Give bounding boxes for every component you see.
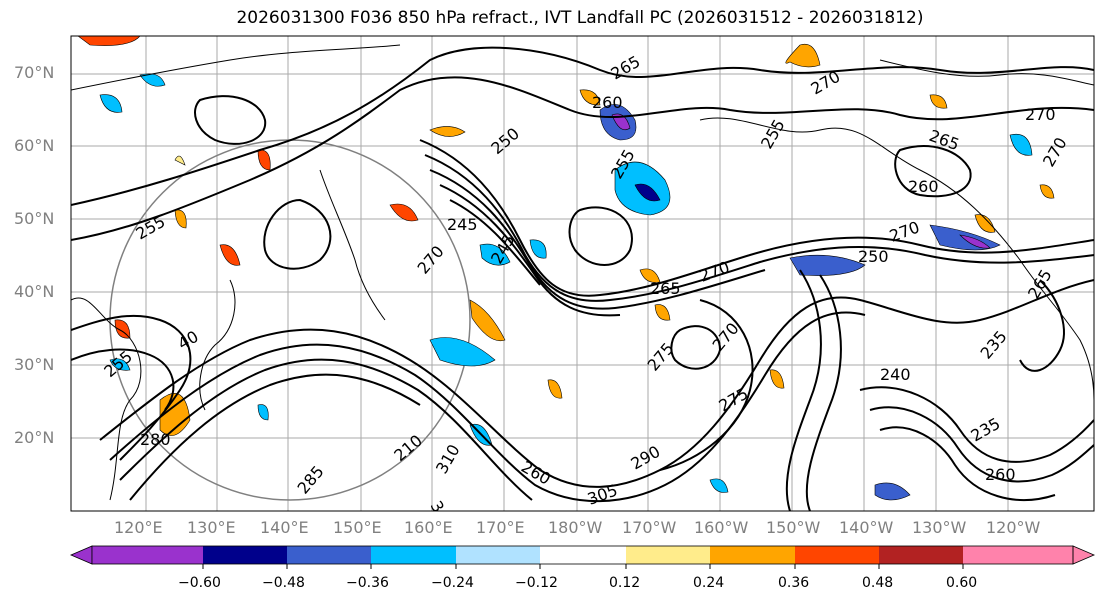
lon-label: 170°E <box>476 518 525 537</box>
colorbar-segment <box>456 546 540 564</box>
map-background <box>71 36 1094 511</box>
lon-label: 150°W <box>766 518 821 537</box>
colorbar-tick-label: −0.60 <box>178 575 221 591</box>
lon-label: 120°E <box>114 518 163 537</box>
lon-label: 170°W <box>622 518 677 537</box>
colorbar-tick-label: −0.36 <box>346 575 389 591</box>
lon-label: 160°E <box>404 518 453 537</box>
colorbar-segment <box>795 546 879 564</box>
contour-label: 270 <box>1025 105 1056 124</box>
colorbar-min-extend <box>69 545 93 565</box>
contour-label: 250 <box>858 247 889 266</box>
contour-label: 240 <box>880 365 911 384</box>
colorbar-tick-label: −0.12 <box>515 575 558 591</box>
pc-shading <box>77 36 1055 501</box>
lon-label: 130°E <box>187 518 236 537</box>
colorbar-ticks <box>202 564 964 569</box>
colorbar-segment <box>626 546 710 564</box>
lon-label: 180°W <box>548 518 603 537</box>
lon-label: 130°W <box>912 518 967 537</box>
lon-label: 140°E <box>260 518 309 537</box>
colorbar-segment <box>92 546 203 564</box>
colorbar-segment <box>287 546 371 564</box>
lat-label: 60°N <box>14 136 55 155</box>
colorbar-frame <box>91 545 1074 565</box>
colorbar-tick-label: 0.36 <box>778 575 810 591</box>
map-plot-area: 265 270 270 260 265 270 250 255 245 245 … <box>71 36 1094 511</box>
colorbar-segment <box>710 546 795 564</box>
colorbar-segment <box>963 546 1073 564</box>
contour-label: 245 <box>447 215 478 234</box>
colorbar-tick-label: 0.60 <box>946 575 978 591</box>
contour-label: 265 <box>650 279 681 298</box>
coastlines <box>71 44 1094 501</box>
figure-title: 2026031300 F036 850 hPa refract., IVT La… <box>236 8 924 28</box>
contour-label: 260 <box>985 465 1016 484</box>
colorbar-segment <box>203 546 287 564</box>
lon-label: 160°W <box>694 518 749 537</box>
colorbar-tick-label: −0.24 <box>431 575 474 591</box>
lon-label: 140°W <box>839 518 894 537</box>
map-frame <box>70 35 1095 512</box>
refractivity-contours <box>71 46 1094 511</box>
colorbar-tick-label: 0.24 <box>693 575 725 591</box>
colorbar-max-extend <box>1072 545 1096 565</box>
colorbar-tick-label: 0.48 <box>862 575 894 591</box>
colorbar <box>69 545 1096 569</box>
lat-label: 30°N <box>14 355 55 374</box>
contour-label: 260 <box>908 177 939 196</box>
lat-label: 70°N <box>14 63 55 82</box>
lat-label: 50°N <box>14 209 55 228</box>
contour-label: 280 <box>140 430 171 449</box>
colorbar-segment <box>371 546 456 564</box>
contour-label: 260 <box>592 93 623 112</box>
lon-label: 120°W <box>986 518 1041 537</box>
colorbar-segment <box>540 546 626 564</box>
colorbar-segment <box>879 546 963 564</box>
colorbar-tick-label: 0.12 <box>609 575 641 591</box>
graticule <box>71 36 1094 511</box>
colorbar-tick-label: −0.48 <box>262 575 305 591</box>
lat-label: 40°N <box>14 282 55 301</box>
lat-label: 20°N <box>14 428 55 447</box>
lon-label: 150°E <box>333 518 382 537</box>
